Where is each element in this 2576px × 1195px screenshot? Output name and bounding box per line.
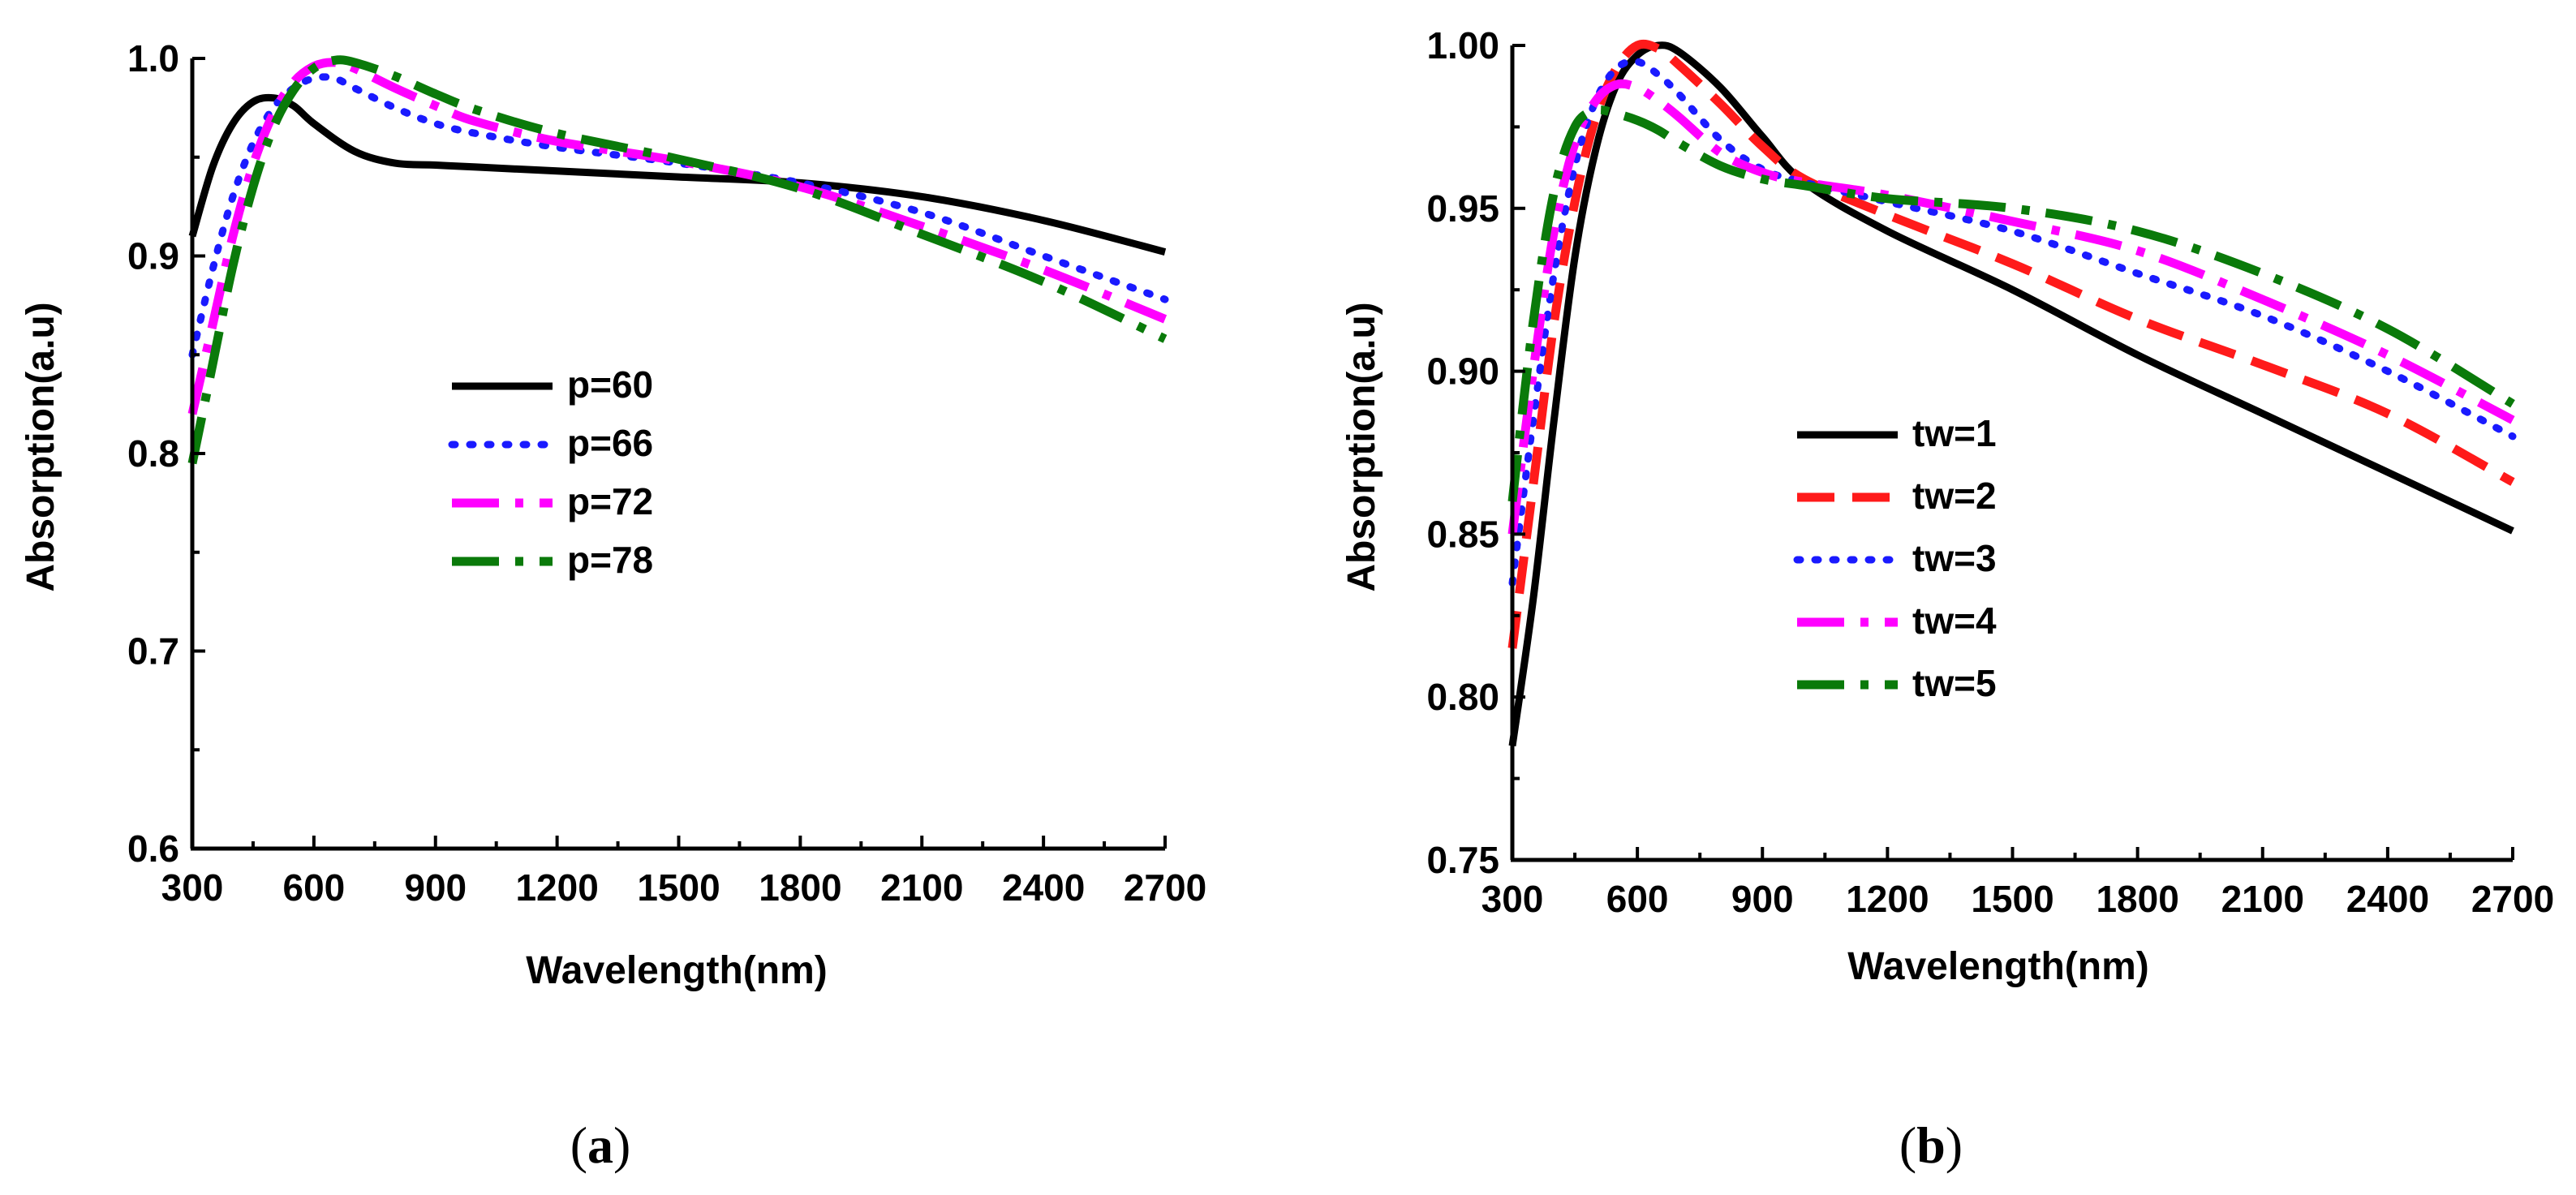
panel-b-x-tick-label: 900: [1731, 878, 1794, 920]
panel-b-x-tick-label: 2700: [2471, 878, 2554, 920]
panel-a-legend-label: p=60: [567, 363, 653, 406]
panel-b-y-tick-label: 0.90: [1426, 350, 1499, 393]
panel-b-legend-label: tw=2: [1912, 475, 1997, 517]
panel-a-series-line: [187, 55, 1168, 465]
panel-b-legend-label: tw=1: [1912, 412, 1997, 454]
panel-b-x-tick-label: 2400: [2346, 878, 2429, 920]
panel-b-y-tick-label: 0.80: [1426, 676, 1499, 718]
panel-a-legend-label: p=72: [567, 480, 653, 522]
panel-b-ticks: 300 600 900 1200 1500 1800 2100 2400 2700 0.75 0.8…: [1426, 24, 2554, 920]
panel-a-chart: 300 600 900 1200 1500 1800 2100 2400 2700 0.6 0.7 0…: [19, 37, 1206, 1174]
panel-a-y-tick-label: 0.6: [127, 827, 179, 870]
panel-a-y-tick-label: 0.9: [127, 235, 179, 277]
panel-b-series-line: [1507, 39, 2515, 649]
panel-b-y-tick-label: 1.00: [1426, 24, 1499, 67]
panel-a-series-line: [188, 93, 1167, 256]
panel-a-x-tick-label: 1200: [515, 866, 598, 909]
panel-b-series-line: [1508, 58, 2517, 587]
panel-b-x-tick-label: 2100: [2221, 878, 2304, 920]
panel-a-x-axis-title: Wavelength(nm): [526, 949, 828, 992]
panel-a-x-tick-label: 300: [161, 866, 224, 909]
panel-b-legend-label: tw=3: [1912, 537, 1997, 579]
panel-b-x-tick-label: 600: [1606, 878, 1669, 920]
panel-b-axes: [1510, 45, 2513, 862]
panel-a-x-tick-label: 600: [283, 866, 346, 909]
panel-b-caption-open: (: [1899, 1116, 1916, 1174]
panel-b-caption-close: ): [1946, 1116, 1963, 1174]
panel-a-ticks: 300 600 900 1200 1500 1800 2100 2400 2700 0.6 0.7 0…: [127, 37, 1206, 909]
panel-b-x-tick-label: 1500: [1971, 878, 2053, 920]
panel-a-series-line: [187, 58, 1168, 415]
panel-a-x-tick-label: 2400: [1002, 866, 1085, 909]
panel-a-x-tick-label: 2700: [1124, 866, 1206, 909]
panel-b-x-tick-label: 300: [1482, 878, 1544, 920]
panel-a-x-tick-label: 2100: [880, 866, 963, 909]
panel-a-series-line: [188, 73, 1169, 359]
panel-a-y-tick-label: 0.7: [127, 630, 179, 673]
panel-b-y-tick-label: 0.95: [1426, 187, 1499, 230]
panel-a-caption-open: (: [570, 1116, 587, 1174]
panel-a-legend: p=60 p=66 p=72 p=78: [448, 363, 653, 581]
panel-a-legend-label: p=66: [567, 422, 653, 464]
panel-a-caption-close: ): [613, 1116, 630, 1174]
panel-a-y-axis-title: Absorption(a.u): [19, 302, 62, 591]
panel-b-caption: (b): [1899, 1116, 1963, 1174]
panel-a-series-group: [187, 55, 1169, 465]
panel-b-legend-label: tw=5: [1912, 662, 1997, 704]
panel-a-x-tick-label: 1500: [637, 866, 720, 909]
panel-a-caption: (a): [570, 1116, 631, 1174]
panel-b-series-group: [1507, 39, 2517, 747]
panel-b-caption-letter: b: [1916, 1116, 1946, 1174]
panel-b-chart: 300 600 900 1200 1500 1800 2100 2400 2700 0.75 0.8…: [1340, 24, 2554, 1174]
panel-b-y-tick-label: 0.75: [1426, 839, 1499, 881]
panel-b-legend: tw=1 tw=2 tw=3 tw=4 tw=5: [1793, 412, 1997, 704]
panel-b-x-axis-title: Wavelength(nm): [1847, 945, 2149, 988]
panel-b-series-line: [1508, 41, 2514, 747]
panel-b-x-tick-label: 1200: [1846, 878, 1929, 920]
panel-a-y-tick-label: 0.8: [127, 432, 179, 475]
panel-b-series-line: [1507, 79, 2515, 535]
panel-b-y-axis-title: Absorption(a.u): [1340, 302, 1383, 591]
panel-a-legend-label: p=78: [567, 539, 653, 581]
panel-a-x-tick-label: 1800: [759, 866, 841, 909]
panel-a-x-tick-label: 900: [404, 866, 467, 909]
panel-b-series-line: [1507, 105, 2515, 502]
panel-b-legend-label: tw=4: [1912, 600, 1997, 642]
panel-a-y-tick-label: 1.0: [127, 37, 179, 80]
panel-b-y-tick-label: 0.85: [1426, 513, 1499, 555]
panel-b-x-tick-label: 1800: [2096, 878, 2178, 920]
panel-a-caption-letter: a: [587, 1116, 613, 1174]
